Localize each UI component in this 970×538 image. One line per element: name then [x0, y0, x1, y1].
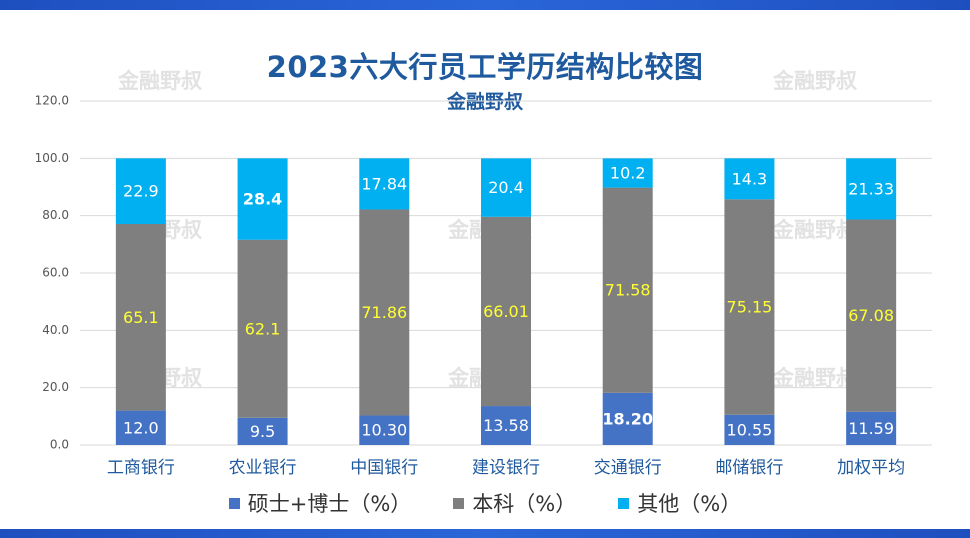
data-label: 11.59	[848, 419, 894, 438]
x-tick-label: 建设银行	[472, 458, 540, 478]
chart-subtitle: 金融野叔	[446, 91, 523, 113]
legend-item: 其他（%）	[618, 488, 741, 518]
watermark-text: 金融野叔	[772, 69, 858, 93]
watermark-text: 金融野叔	[772, 218, 858, 242]
x-tick-label: 农业银行	[229, 458, 297, 478]
bar-segment	[846, 158, 897, 220]
data-label: 75.15	[727, 298, 773, 317]
data-label: 21.33	[848, 179, 894, 198]
legend-label: 本科（%）	[472, 492, 577, 516]
bar-segment	[602, 158, 653, 188]
watermark-text: 金融野叔	[117, 69, 203, 93]
legend-label: 硕士+博士（%）	[247, 492, 412, 516]
data-label: 67.08	[848, 306, 894, 325]
bar-segment	[115, 223, 166, 411]
bar-segment	[724, 158, 775, 200]
bar-segment	[481, 406, 531, 445]
x-tick-label: 工商银行	[107, 458, 175, 478]
bottom-band	[0, 529, 970, 538]
data-label: 17.84	[361, 174, 407, 193]
data-label: 28.4	[243, 190, 282, 209]
data-label: 62.1	[245, 319, 281, 338]
bar-segment	[602, 187, 653, 393]
x-tick-label: 邮储银行	[715, 458, 783, 478]
data-label: 20.4	[488, 178, 524, 197]
bar-segment	[359, 158, 410, 210]
y-tick-label: 100.0	[35, 151, 69, 165]
data-label: 65.1	[123, 308, 159, 327]
legend-item: 本科（%）	[453, 488, 576, 518]
y-tick-label: 40.0	[42, 323, 69, 337]
bar-segment	[481, 158, 531, 217]
data-label: 9.5	[250, 422, 275, 441]
data-label: 71.86	[361, 303, 407, 322]
bar-segment	[846, 219, 897, 412]
data-label: 14.3	[732, 169, 768, 188]
legend-item: 硕士+博士（%）	[228, 488, 412, 518]
bar-segment	[359, 209, 410, 416]
data-label: 22.9	[123, 182, 159, 201]
bar-segment	[359, 415, 410, 445]
x-tick-label: 中国银行	[350, 458, 418, 478]
y-tick-label: 120.0	[35, 94, 69, 108]
bar-segment	[237, 417, 288, 445]
legend-swatch	[618, 497, 630, 509]
data-label: 71.58	[605, 281, 651, 300]
legend-label: 其他（%）	[637, 492, 742, 516]
y-tick-label: 20.0	[42, 380, 69, 394]
y-tick-label: 80.0	[42, 208, 69, 222]
bar-segment	[237, 158, 288, 240]
bar-segment	[115, 410, 166, 445]
legend-swatch	[228, 497, 240, 509]
bar-segment	[602, 392, 653, 445]
data-label: 12.0	[123, 418, 159, 437]
top-band	[0, 0, 970, 10]
bar-segment	[846, 411, 897, 445]
y-tick-label: 0.0	[50, 438, 69, 452]
data-label: 18.20	[602, 409, 653, 428]
legend-swatch	[453, 497, 465, 509]
bar-segment	[724, 199, 775, 415]
data-label: 66.01	[483, 302, 529, 321]
bar-segment	[237, 239, 288, 418]
chart-title: 2023六大行员工学历结构比较图	[266, 50, 704, 84]
data-label: 10.30	[361, 421, 407, 440]
watermark-text: 金融野叔	[772, 366, 858, 390]
bar-segment	[481, 216, 531, 407]
data-label: 13.58	[483, 416, 529, 435]
x-tick-label: 交通银行	[594, 458, 662, 478]
x-tick-label: 加权平均	[837, 458, 905, 478]
y-tick-label: 60.0	[42, 266, 69, 280]
data-label: 10.55	[727, 420, 773, 439]
bar-segment	[724, 414, 775, 445]
data-label: 10.2	[610, 164, 646, 183]
legend: 硕士+博士（%） 本科（%） 其他（%）	[0, 488, 970, 518]
bar-segment	[115, 158, 166, 224]
